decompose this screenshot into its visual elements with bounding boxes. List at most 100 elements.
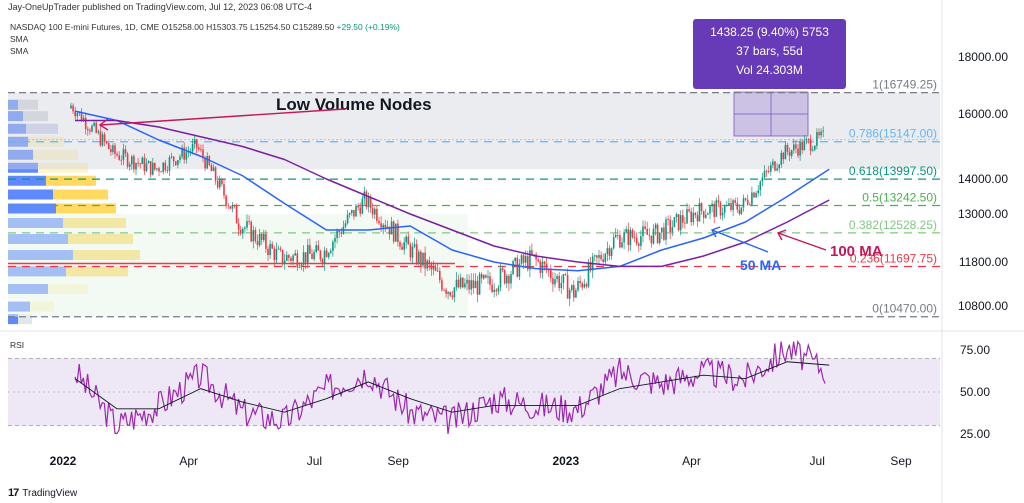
candle-body xyxy=(336,230,338,239)
candle-body xyxy=(717,200,720,203)
candle-body xyxy=(445,289,447,294)
candle-body xyxy=(793,144,795,151)
candle-body xyxy=(351,210,353,213)
candle-body xyxy=(713,203,715,217)
candle-body xyxy=(141,157,144,165)
candle-body xyxy=(455,279,458,288)
volume-profile-up-bar xyxy=(8,136,28,147)
sma-legend-1[interactable]: SMA xyxy=(10,34,29,44)
sma-50-line xyxy=(74,110,830,272)
candle-body xyxy=(587,262,590,287)
volume-profile-up-bar xyxy=(8,189,53,200)
candle-body xyxy=(164,162,167,171)
candle-body xyxy=(143,157,146,172)
candle-body xyxy=(210,164,213,172)
ma100-arrow-line xyxy=(777,232,827,251)
candle-body xyxy=(321,259,324,264)
candle-body xyxy=(405,236,407,243)
candle-body xyxy=(131,156,133,165)
candle-body xyxy=(757,190,759,194)
candle-body xyxy=(91,125,93,132)
candle-body xyxy=(816,132,818,146)
candle-body xyxy=(87,128,89,131)
volume-profile-down-bar xyxy=(56,203,116,214)
candle-body xyxy=(811,149,814,151)
candle-body xyxy=(315,245,317,253)
candle-body xyxy=(263,233,265,241)
rsi-legend[interactable]: RSI xyxy=(10,340,25,350)
rsi-tick-label: 75.00 xyxy=(960,343,990,357)
rsi-ma-line xyxy=(74,361,830,413)
measure-line-3: Vol 24.303M xyxy=(736,63,803,77)
candle-body xyxy=(459,277,462,288)
candle-body xyxy=(705,214,707,218)
candle-body xyxy=(602,259,604,262)
candle-body xyxy=(799,141,801,156)
candle-body xyxy=(675,214,678,218)
candle-body xyxy=(709,206,711,214)
candle-body xyxy=(426,260,428,269)
sma-legend-2[interactable]: SMA xyxy=(10,46,29,56)
candle-body xyxy=(476,280,479,295)
candle-body xyxy=(734,200,736,203)
candle-body xyxy=(694,212,697,216)
candle-body xyxy=(313,252,315,259)
candle-body xyxy=(612,237,615,249)
candle-body xyxy=(503,270,506,284)
candle-body xyxy=(759,181,762,191)
candle-body xyxy=(248,221,250,222)
candle-body xyxy=(652,228,655,244)
candle-body xyxy=(84,117,87,129)
candle-body xyxy=(669,219,671,232)
candle-body xyxy=(74,111,76,117)
candle-body xyxy=(108,143,110,149)
candle-body xyxy=(231,205,234,209)
ma100-arrow-head xyxy=(776,229,787,241)
candle-body xyxy=(344,223,347,227)
time-tick-label: 2023 xyxy=(552,454,579,468)
fib-label: 0.618(13997.50) xyxy=(849,164,937,178)
candle-body xyxy=(629,229,632,246)
candle-body xyxy=(80,111,83,121)
candle-body xyxy=(258,233,261,246)
candle-body xyxy=(732,200,734,210)
candle-body xyxy=(589,262,592,271)
volume-profile-up-bar xyxy=(8,111,23,122)
candle-body xyxy=(214,167,217,181)
candle-body xyxy=(485,275,487,278)
candle-body xyxy=(193,139,196,144)
tradingview-brand[interactable]: 17 TradingView xyxy=(8,487,77,499)
candle-body xyxy=(558,275,560,288)
volume-profile-up-bar xyxy=(8,203,56,214)
candle-body xyxy=(177,160,179,165)
candle-body xyxy=(566,274,569,299)
candle-body xyxy=(770,165,772,172)
candle-body xyxy=(353,210,355,217)
time-tick-label: Sep xyxy=(890,454,912,468)
candle-body xyxy=(820,131,822,136)
candle-body xyxy=(571,285,573,290)
candle-body xyxy=(311,253,313,259)
fib-label: 0.236(11697.75) xyxy=(850,251,937,265)
candle-body xyxy=(784,144,787,160)
candle-body xyxy=(183,147,185,160)
volume-profile-up-bar xyxy=(8,123,26,134)
candle-body xyxy=(212,167,215,172)
candle-body xyxy=(439,270,441,281)
candle-body xyxy=(640,236,642,246)
candle-body xyxy=(334,238,336,242)
candle-body xyxy=(552,278,554,285)
fib-label: 0(10470.00) xyxy=(872,302,937,316)
measure-line-1: 1438.25 (9.40%) 5753 xyxy=(710,25,829,39)
candle-body xyxy=(506,275,508,284)
candle-body xyxy=(453,287,456,298)
candle-body xyxy=(468,279,470,290)
candle-body xyxy=(403,242,405,250)
candle-body xyxy=(160,171,162,173)
candle-body xyxy=(711,203,713,207)
candle-body xyxy=(573,285,575,298)
candle-body xyxy=(332,241,334,251)
candle-body xyxy=(803,140,806,151)
candle-body xyxy=(128,164,131,167)
